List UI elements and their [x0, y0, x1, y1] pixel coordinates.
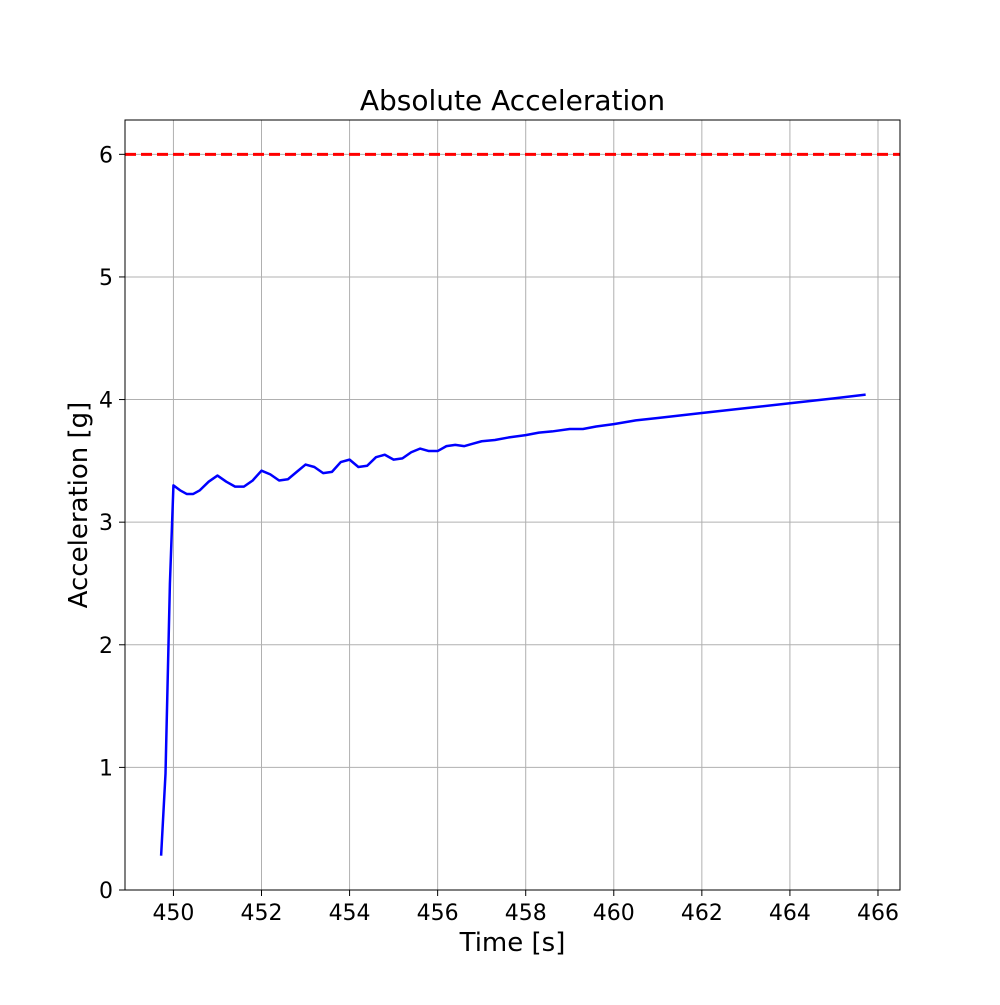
x-tick-label: 456	[417, 901, 459, 926]
y-tick-label: 2	[99, 634, 113, 659]
y-tick-label: 0	[99, 879, 113, 904]
x-tick-label: 464	[769, 901, 811, 926]
x-axis-label: Time [s]	[459, 928, 566, 958]
x-tick-label: 450	[152, 901, 194, 926]
y-tick-label: 6	[99, 143, 113, 168]
x-tick-label: 462	[681, 901, 723, 926]
x-tick-label: 452	[241, 901, 283, 926]
x-tick-label: 458	[505, 901, 547, 926]
grid-layer	[125, 120, 900, 891]
chart-title: Absolute Acceleration	[360, 84, 665, 117]
data-layer	[125, 152, 900, 856]
x-tick-label: 466	[857, 901, 899, 926]
x-tick-label: 454	[329, 901, 371, 926]
plot-frame	[124, 119, 901, 891]
y-axis-label: Acceleration [g]	[64, 402, 94, 609]
y-tick-label: 5	[99, 266, 113, 291]
y-tick-label: 4	[99, 389, 113, 414]
y-tick-label: 3	[99, 511, 113, 536]
series-line	[159, 393, 866, 856]
y-tick-label: 1	[99, 756, 113, 781]
x-tick-label: 460	[593, 901, 635, 926]
